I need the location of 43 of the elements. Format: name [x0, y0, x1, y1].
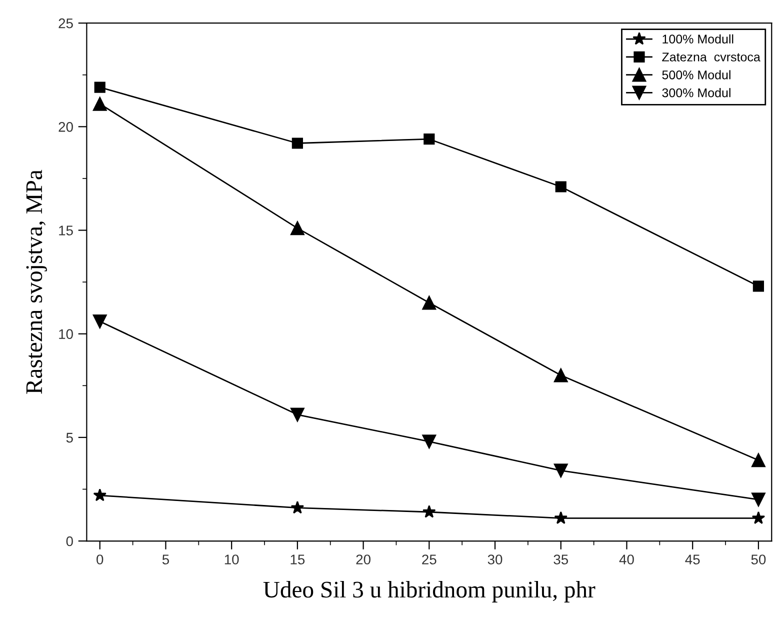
point — [93, 488, 106, 502]
y-tick-label: 10 — [59, 329, 73, 340]
y-axis-title: Rastezna svojstva, MPa — [26, 170, 47, 394]
y-tick-label: 25 — [58, 18, 73, 28]
point — [92, 314, 107, 328]
x-tick-label: 0 — [96, 554, 104, 564]
legend-label: 300% Modul — [662, 88, 730, 98]
y-tick-label: 15 — [59, 226, 73, 236]
y-tick-label: 5 — [66, 432, 73, 443]
y-tick-label: 0 — [66, 536, 73, 546]
x-tick-label: 20 — [356, 554, 370, 564]
point — [422, 505, 436, 518]
legend-label: 100% Modull — [662, 34, 734, 44]
x-tick-label: 40 — [619, 554, 634, 564]
point — [424, 134, 435, 145]
point — [94, 82, 106, 93]
point — [752, 280, 764, 292]
point — [752, 511, 766, 524]
point — [290, 408, 304, 422]
point — [292, 138, 303, 149]
y-tick-label: 20 — [58, 122, 73, 132]
point — [752, 492, 766, 507]
x-tick-label: 10 — [224, 554, 239, 564]
x-tick-label: 5 — [162, 554, 169, 564]
point — [290, 221, 304, 236]
point — [554, 511, 568, 524]
legend-label: 500% Modul — [662, 70, 730, 80]
point — [92, 96, 107, 111]
x-tick-label: 35 — [554, 554, 568, 564]
point — [422, 296, 436, 310]
point — [752, 453, 766, 468]
x-tick-label: 50 — [751, 554, 766, 564]
x-tick-label: 25 — [422, 554, 436, 564]
point — [555, 181, 566, 192]
x-tick-label: 30 — [488, 554, 502, 564]
point — [422, 434, 436, 449]
point — [290, 500, 304, 514]
x-axis-title: Udeo Sil 3 u hibridnom punilu, phr — [263, 581, 596, 602]
legend-label: Zatezna cvrstoca — [662, 52, 760, 62]
x-tick-label: 45 — [685, 554, 700, 564]
point — [554, 368, 568, 382]
point — [554, 464, 568, 478]
x-tick-label: 15 — [290, 554, 305, 564]
